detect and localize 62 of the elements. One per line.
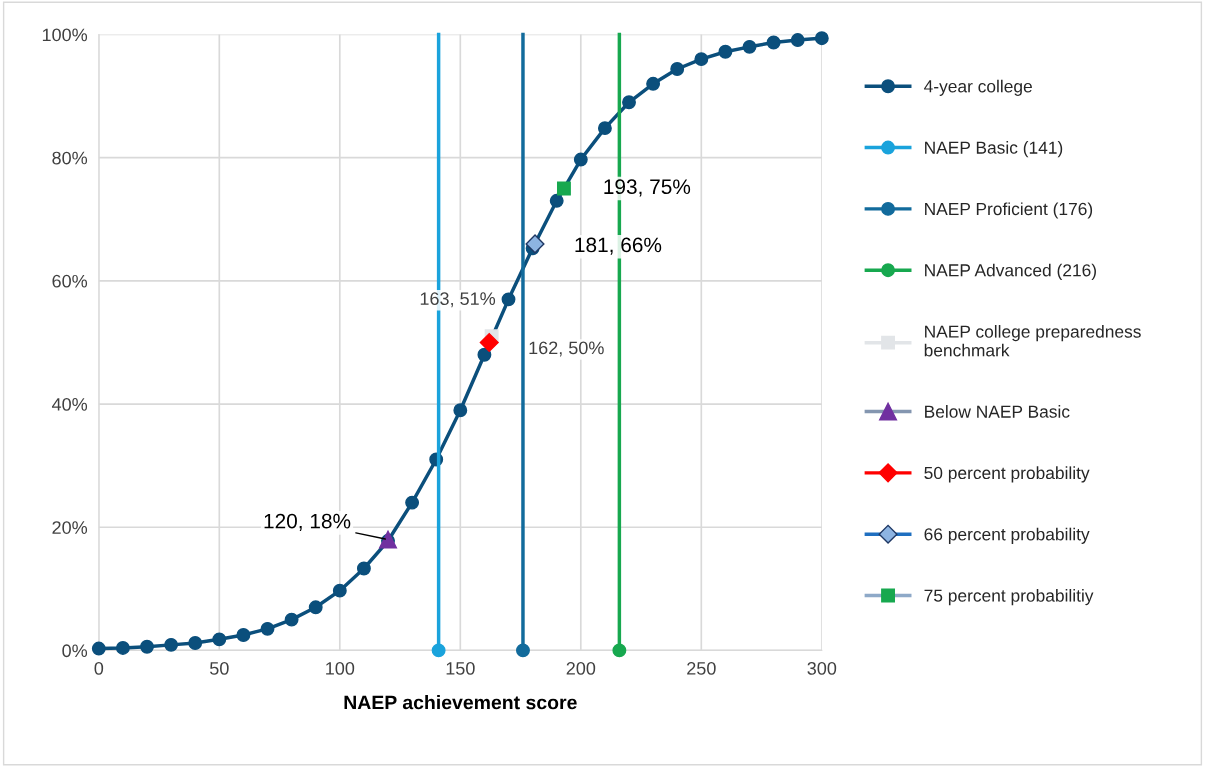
point	[790, 33, 805, 48]
y-tick-label: 80%	[52, 151, 88, 165]
legend-label: NAEP Proficient (176)	[925, 202, 1093, 219]
y-tick-label: 0%	[62, 644, 88, 658]
point	[612, 643, 627, 658]
point	[91, 641, 106, 656]
x-tick-label: 300	[807, 662, 837, 675]
legend-label: NAEP Basic (141)	[925, 141, 1063, 158]
point	[260, 621, 275, 636]
point	[814, 31, 829, 46]
point	[670, 62, 685, 76]
x-tick-label: 0	[94, 662, 104, 675]
point	[188, 636, 203, 650]
legend-label: 75 percent probabilitiy	[924, 589, 1094, 606]
annotation: 163, 51%	[420, 292, 496, 308]
y-tick-label: 60%	[52, 274, 88, 288]
point	[140, 639, 154, 654]
point	[332, 583, 347, 598]
point	[164, 637, 179, 652]
x-tick-label: 50	[209, 662, 229, 675]
legend-label: 4-year college	[924, 79, 1032, 96]
point	[453, 403, 468, 418]
annotation: 181, 66%	[575, 237, 662, 255]
point	[597, 121, 612, 136]
point	[646, 76, 661, 91]
y-tick-label: 40%	[51, 397, 88, 411]
point	[573, 152, 588, 167]
point	[549, 193, 564, 208]
point	[501, 292, 516, 307]
x-tick-label: 150	[446, 662, 475, 675]
legend-label: Below NAEP Basic	[925, 405, 1070, 418]
x-tick-label: 100	[326, 662, 355, 675]
point	[694, 52, 709, 67]
point	[742, 39, 757, 54]
legend-label: NAEP college preparedness benchmark	[924, 325, 1141, 357]
y-tick-label: 100%	[42, 28, 88, 42]
point	[356, 561, 371, 576]
x-tick-label: 200	[566, 662, 596, 675]
point	[236, 628, 251, 642]
point	[477, 347, 492, 362]
point	[405, 495, 420, 510]
point	[622, 95, 636, 110]
annotation: 120, 18%	[264, 513, 351, 531]
x-axis-title: NAEP achievement score	[344, 695, 577, 710]
point	[308, 600, 323, 615]
point	[115, 641, 130, 655]
point	[516, 643, 530, 658]
point	[525, 234, 545, 254]
legend-label: 50 percent probability	[924, 466, 1090, 483]
point	[479, 332, 499, 352]
point	[212, 632, 227, 647]
x-tick-label: 250	[687, 662, 716, 675]
point	[431, 643, 446, 658]
point	[766, 35, 781, 50]
legend-label: NAEP Advanced (216)	[925, 263, 1096, 280]
point	[284, 612, 299, 627]
legend-label: 66 percent probability	[924, 527, 1090, 544]
point	[556, 181, 571, 196]
point	[718, 44, 733, 59]
annotation: 162, 50%	[529, 341, 604, 357]
y-tick-label: 20%	[52, 521, 88, 534]
annotation: 193, 75%	[604, 179, 691, 197]
